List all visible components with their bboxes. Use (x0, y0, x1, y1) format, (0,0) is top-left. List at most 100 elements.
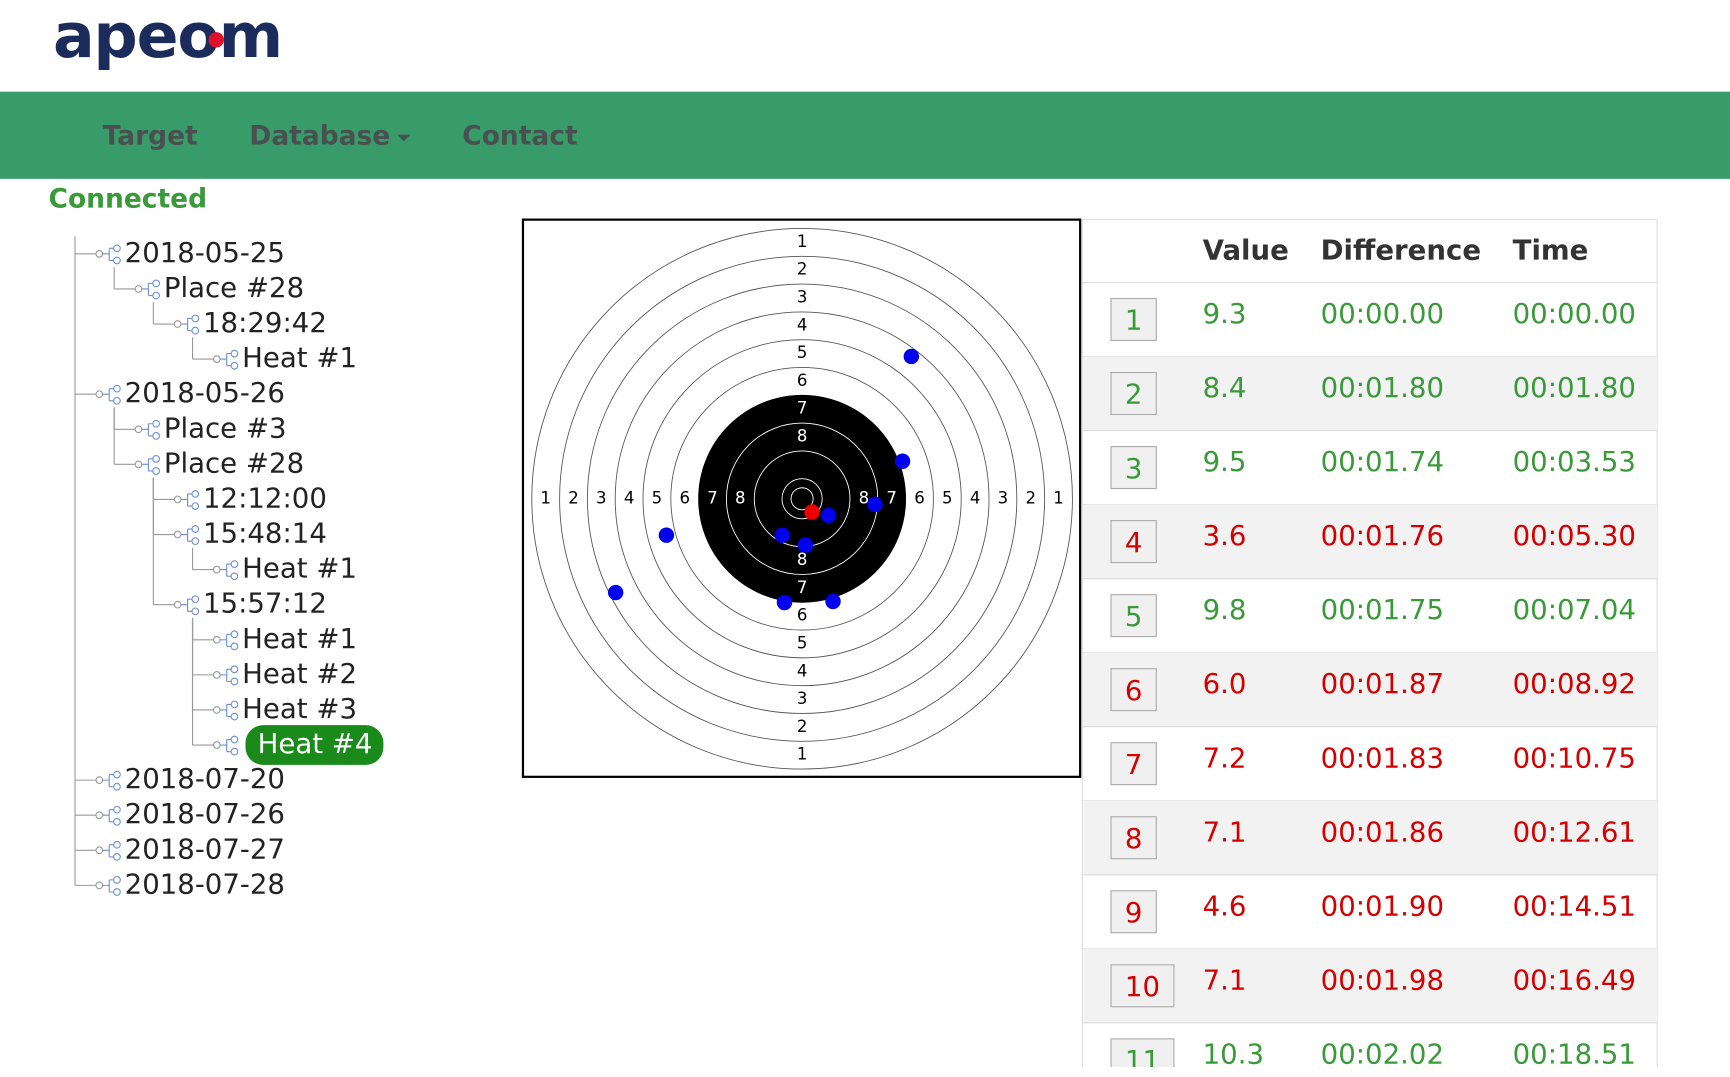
tree-node[interactable]: 15:57:12 (203, 587, 327, 620)
tree-node[interactable]: Heat #1 (242, 552, 357, 585)
nav-item[interactable]: Database (249, 120, 390, 151)
row-button[interactable] (1110, 520, 1157, 564)
tree-node[interactable]: 2018-07-28 (125, 867, 285, 900)
row-button[interactable] (1110, 594, 1157, 638)
tree-node[interactable]: 2018-05-25 (125, 236, 285, 269)
navbar (0, 91, 1730, 179)
table-header: Time (1513, 234, 1589, 267)
cell-value: 3.6 (1203, 519, 1247, 552)
tree-icon (141, 458, 153, 472)
tree-node[interactable]: Heat #2 (242, 657, 357, 690)
tree-icon (113, 840, 121, 849)
ring-label: 7 (886, 488, 897, 507)
ring-label: 1 (1053, 488, 1064, 507)
ring-label: 3 (797, 689, 808, 708)
tree-icon (113, 876, 121, 884)
tree-icon (212, 565, 221, 574)
cell-difference: 00:01.98 (1321, 963, 1444, 996)
tree-icon (134, 285, 143, 293)
cell-difference: 00:01.80 (1321, 371, 1444, 404)
tree-node[interactable]: 2018-07-27 (125, 832, 285, 865)
tree-icon (102, 844, 114, 858)
tree-node[interactable]: Heat #3 (242, 692, 357, 725)
row-index[interactable]: 2 (1125, 378, 1143, 411)
tree-icon (173, 320, 182, 328)
ring-label: 5 (797, 633, 808, 652)
cell-time: 00:07.04 (1513, 593, 1636, 626)
ring-label: 4 (970, 488, 981, 507)
row-index[interactable]: 5 (1125, 600, 1143, 633)
cell-value: 6.0 (1203, 667, 1247, 700)
tree-icon (152, 432, 160, 440)
tree-icon (230, 572, 239, 581)
cell-time: 00:12.61 (1513, 815, 1636, 848)
bottom-cover (0, 1066, 1730, 1077)
tree-icon (113, 244, 121, 253)
tree-icon (212, 706, 221, 714)
tree-icon (173, 530, 182, 539)
tree-node[interactable]: Heat #1 (242, 341, 357, 374)
tree-icon (191, 607, 200, 616)
cell-value: 10.3 (1203, 1037, 1264, 1070)
row-index[interactable]: 10 (1125, 970, 1160, 1003)
tree-node[interactable]: Place #28 (164, 271, 304, 304)
tree-node[interactable]: 12:12:00 (203, 481, 327, 514)
connection-status: Connected (49, 183, 208, 214)
row-button[interactable] (1110, 668, 1157, 712)
row-index[interactable]: 8 (1125, 822, 1143, 855)
tree-icon (212, 355, 221, 363)
cell-time: 00:10.75 (1513, 741, 1636, 774)
tree-icon (230, 700, 239, 709)
nav-item[interactable]: Contact (462, 120, 578, 151)
tree-icon (113, 256, 121, 265)
ring-label: 5 (797, 343, 808, 362)
tree-node[interactable]: 2018-07-26 (125, 797, 285, 830)
table-row (1083, 504, 1658, 579)
tree-icon (220, 668, 232, 683)
nav-item[interactable]: Target (103, 120, 198, 151)
row-index[interactable]: 1 (1125, 304, 1143, 337)
tree-icon (113, 384, 121, 393)
row-index[interactable]: 4 (1125, 526, 1143, 559)
cell-difference: 00:01.75 (1321, 593, 1444, 626)
tree-node[interactable]: Heat #1 (242, 622, 357, 655)
row-button[interactable] (1110, 816, 1157, 860)
ring-label: 5 (652, 488, 663, 507)
row-button[interactable] (1110, 446, 1157, 490)
row-index[interactable]: 3 (1125, 452, 1143, 485)
logo[interactable]: apeom (53, 0, 283, 72)
cell-value: 9.5 (1203, 445, 1247, 478)
row-button[interactable] (1110, 964, 1175, 1008)
ring-label: 2 (797, 717, 808, 736)
tree-icon (230, 665, 239, 674)
tree-node[interactable]: Heat #4 (258, 727, 373, 760)
tree-icon (220, 353, 232, 367)
tree-icon (191, 595, 200, 604)
tree-icon (220, 703, 232, 718)
tree-icon (180, 598, 192, 612)
ring-label: 7 (797, 399, 808, 418)
cell-difference: 00:02.02 (1321, 1037, 1444, 1070)
row-button[interactable] (1110, 372, 1157, 416)
row-index[interactable]: 7 (1125, 748, 1143, 781)
row-index[interactable]: 9 (1125, 896, 1143, 929)
tree-icon (152, 419, 160, 428)
tree-icon (113, 888, 121, 896)
ring-label: 3 (998, 488, 1009, 507)
tree-icon (134, 425, 143, 434)
tree-node[interactable]: 2018-07-20 (125, 762, 285, 795)
tree-node[interactable]: Place #3 (164, 411, 287, 444)
tree-icon (95, 811, 104, 820)
row-index[interactable]: 6 (1125, 674, 1143, 707)
tree-icon (95, 249, 104, 258)
ring-label: 6 (797, 371, 808, 390)
row-button[interactable] (1110, 890, 1157, 934)
row-button[interactable] (1110, 742, 1157, 786)
tree-node[interactable]: 18:29:42 (203, 306, 327, 339)
tree-icon (180, 317, 192, 332)
row-button[interactable] (1110, 297, 1157, 342)
tree-node[interactable]: 15:48:14 (203, 517, 327, 550)
tree-node[interactable]: 2018-05-26 (125, 376, 285, 409)
tree-node[interactable]: Place #28 (164, 446, 304, 479)
